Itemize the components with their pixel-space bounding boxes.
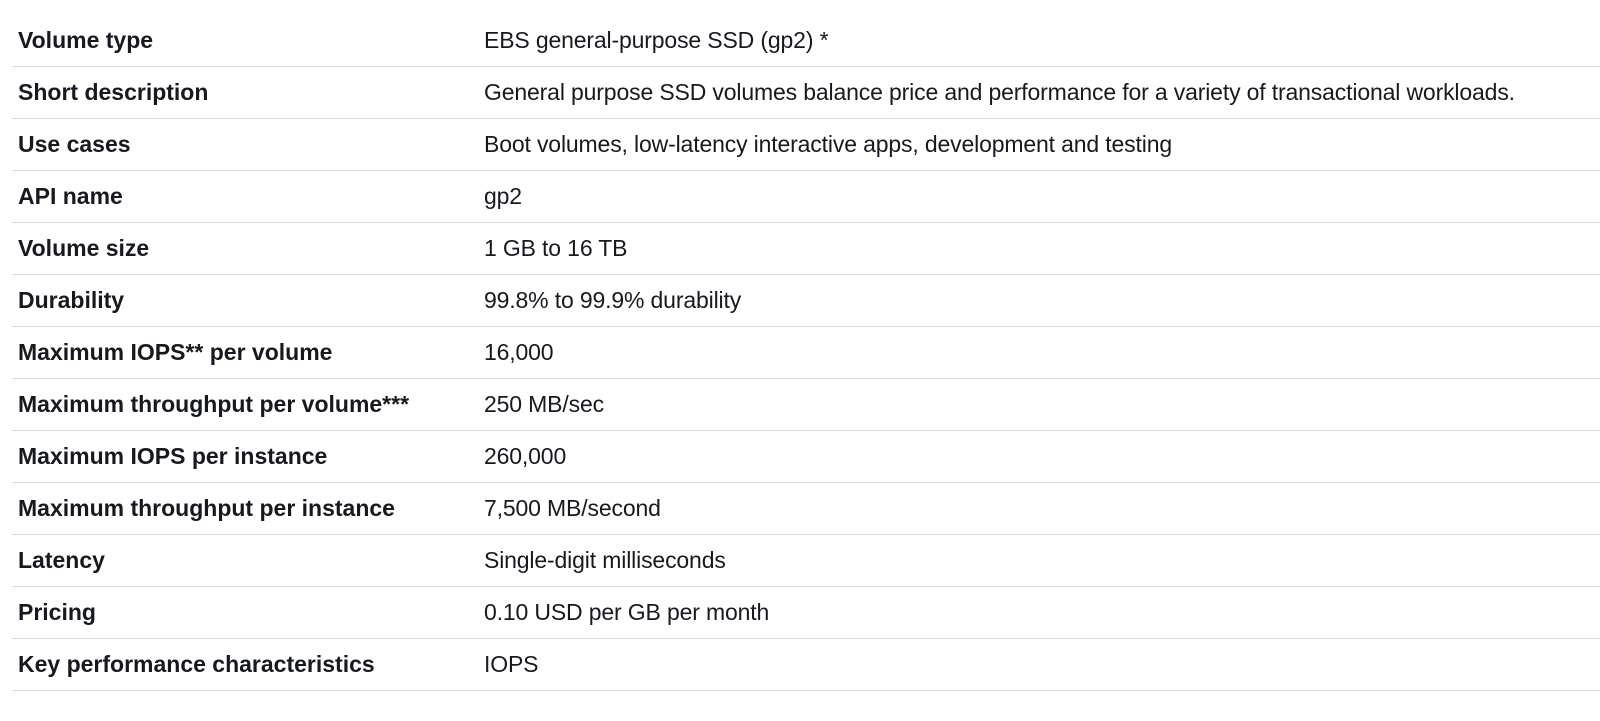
table-row: Key performance characteristics IOPS (12, 638, 1600, 691)
row-value: 7,500 MB/second (478, 482, 1600, 535)
table-row: Volume size 1 GB to 16 TB (12, 222, 1600, 275)
row-label: Maximum throughput per instance (12, 482, 478, 535)
table-row: Maximum IOPS per instance 260,000 (12, 430, 1600, 483)
table-row: Durability 99.8% to 99.9% durability (12, 274, 1600, 327)
row-label: Maximum throughput per volume*** (12, 378, 478, 431)
row-value: 16,000 (478, 326, 1600, 379)
table-row: Short description General purpose SSD vo… (12, 66, 1600, 119)
row-label: Use cases (12, 118, 478, 171)
row-value: gp2 (478, 170, 1600, 223)
row-label: Volume size (12, 222, 478, 275)
row-label: API name (12, 170, 478, 223)
row-value: Single-digit milliseconds (478, 534, 1600, 587)
row-value: 1 GB to 16 TB (478, 222, 1600, 275)
volume-spec-table: Volume type EBS general-purpose SSD (gp2… (12, 15, 1600, 691)
row-label: Volume type (12, 15, 478, 67)
row-value: 260,000 (478, 430, 1600, 483)
row-label: Latency (12, 534, 478, 587)
table-row: Maximum throughput per instance 7,500 MB… (12, 482, 1600, 535)
row-value: EBS general-purpose SSD (gp2) * (478, 15, 1600, 67)
table-row: Pricing 0.10 USD per GB per month (12, 586, 1600, 639)
row-value: 0.10 USD per GB per month (478, 586, 1600, 639)
row-label: Maximum IOPS** per volume (12, 326, 478, 379)
table-row: Maximum throughput per volume*** 250 MB/… (12, 378, 1600, 431)
row-value: IOPS (478, 638, 1600, 691)
row-value: General purpose SSD volumes balance pric… (478, 66, 1600, 119)
row-label: Pricing (12, 586, 478, 639)
row-value: 250 MB/sec (478, 378, 1600, 431)
row-value: Boot volumes, low-latency interactive ap… (478, 118, 1600, 171)
row-label: Key performance characteristics (12, 638, 478, 691)
table-row: Use cases Boot volumes, low-latency inte… (12, 118, 1600, 171)
table-row: Maximum IOPS** per volume 16,000 (12, 326, 1600, 379)
row-value: 99.8% to 99.9% durability (478, 274, 1600, 327)
row-label: Maximum IOPS per instance (12, 430, 478, 483)
table-row: API name gp2 (12, 170, 1600, 223)
row-label: Durability (12, 274, 478, 327)
table-row: Latency Single-digit milliseconds (12, 534, 1600, 587)
row-label: Short description (12, 66, 478, 119)
table-row: Volume type EBS general-purpose SSD (gp2… (12, 15, 1600, 67)
